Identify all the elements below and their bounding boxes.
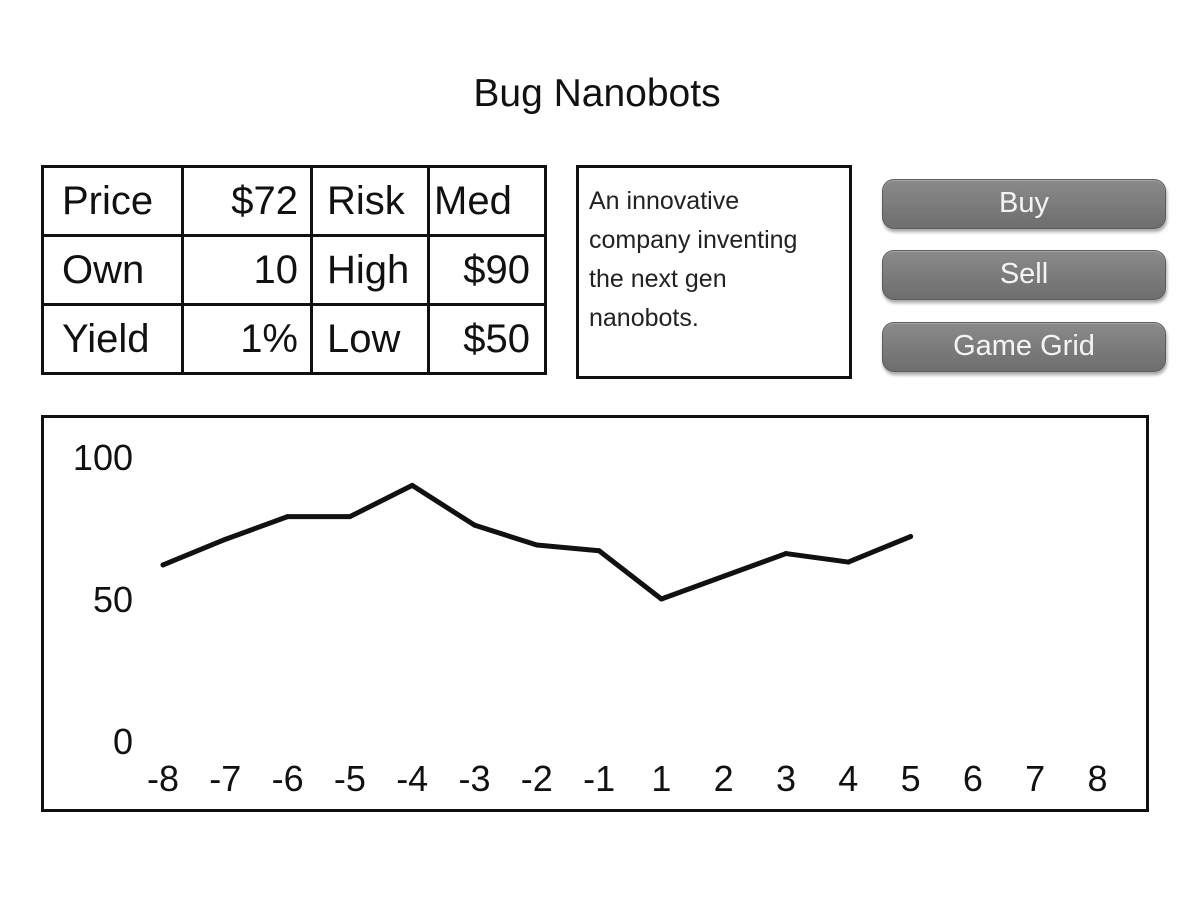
x-tick-label: 5 xyxy=(901,758,921,799)
data-point xyxy=(160,562,166,568)
sell-button[interactable]: Sell xyxy=(882,250,1166,300)
x-tick-label: -2 xyxy=(521,758,553,799)
table-row: Price $72 Risk Med xyxy=(41,165,547,237)
data-point xyxy=(222,536,228,542)
high-value: $90 xyxy=(427,234,547,306)
price-history-chart: 0 50 100 -8 -7 -6 -5 -4 -3 -2 -1 1 2 3 4 5 6 7 8 xyxy=(41,415,1149,812)
chart-canvas: 0 50 100 -8 -7 -6 -5 -4 -3 -2 -1 1 2 3 4 5 6 7 8 xyxy=(73,437,1108,799)
x-tick-label: 6 xyxy=(963,758,983,799)
table-row: Own 10 High $90 xyxy=(41,234,547,306)
yield-label: Yield xyxy=(41,303,184,375)
data-point xyxy=(658,596,664,602)
low-value: $50 xyxy=(427,303,547,375)
y-tick-label: 100 xyxy=(73,437,133,478)
own-label: Own xyxy=(41,234,184,306)
data-point xyxy=(285,514,291,520)
table-row: Yield 1% Low $50 xyxy=(41,303,547,375)
x-tick-label: -4 xyxy=(396,758,428,799)
data-point xyxy=(596,548,602,554)
stock-stats-table: Price $72 Risk Med Own 10 High $90 Yield… xyxy=(41,165,547,375)
x-tick-label: 1 xyxy=(651,758,671,799)
x-tick-label: 4 xyxy=(838,758,858,799)
data-point xyxy=(908,534,914,540)
data-point xyxy=(721,573,727,579)
x-tick-label: -5 xyxy=(334,758,366,799)
data-point xyxy=(845,559,851,565)
risk-label: Risk xyxy=(310,165,430,237)
data-point xyxy=(472,522,477,528)
x-tick-label: 7 xyxy=(1025,758,1045,799)
data-point xyxy=(534,542,540,548)
data-point xyxy=(409,482,415,488)
x-tick-label: -3 xyxy=(458,758,490,799)
low-label: Low xyxy=(310,303,430,375)
x-tick-label: 3 xyxy=(776,758,796,799)
price-value: $72 xyxy=(181,165,313,237)
price-series-line xyxy=(160,482,914,602)
x-tick-label: 8 xyxy=(1087,758,1107,799)
company-description: An innovative company inventing the next… xyxy=(576,165,852,379)
page-title: Bug Nanobots xyxy=(473,72,721,115)
x-tick-label: -1 xyxy=(583,758,615,799)
data-point xyxy=(783,551,789,557)
buy-button[interactable]: Buy xyxy=(882,179,1166,229)
data-point xyxy=(347,514,353,520)
yield-value: 1% xyxy=(181,303,313,375)
own-value: 10 xyxy=(181,234,313,306)
x-tick-label: -7 xyxy=(209,758,241,799)
game-grid-button[interactable]: Game Grid xyxy=(882,322,1166,372)
y-tick-label: 0 xyxy=(113,721,133,762)
price-label: Price xyxy=(41,165,184,237)
risk-value: Med xyxy=(427,165,547,237)
x-tick-label: -8 xyxy=(147,758,179,799)
y-tick-label: 50 xyxy=(93,579,133,620)
high-label: High xyxy=(310,234,430,306)
x-tick-label: 2 xyxy=(714,758,734,799)
x-tick-label: -6 xyxy=(272,758,304,799)
